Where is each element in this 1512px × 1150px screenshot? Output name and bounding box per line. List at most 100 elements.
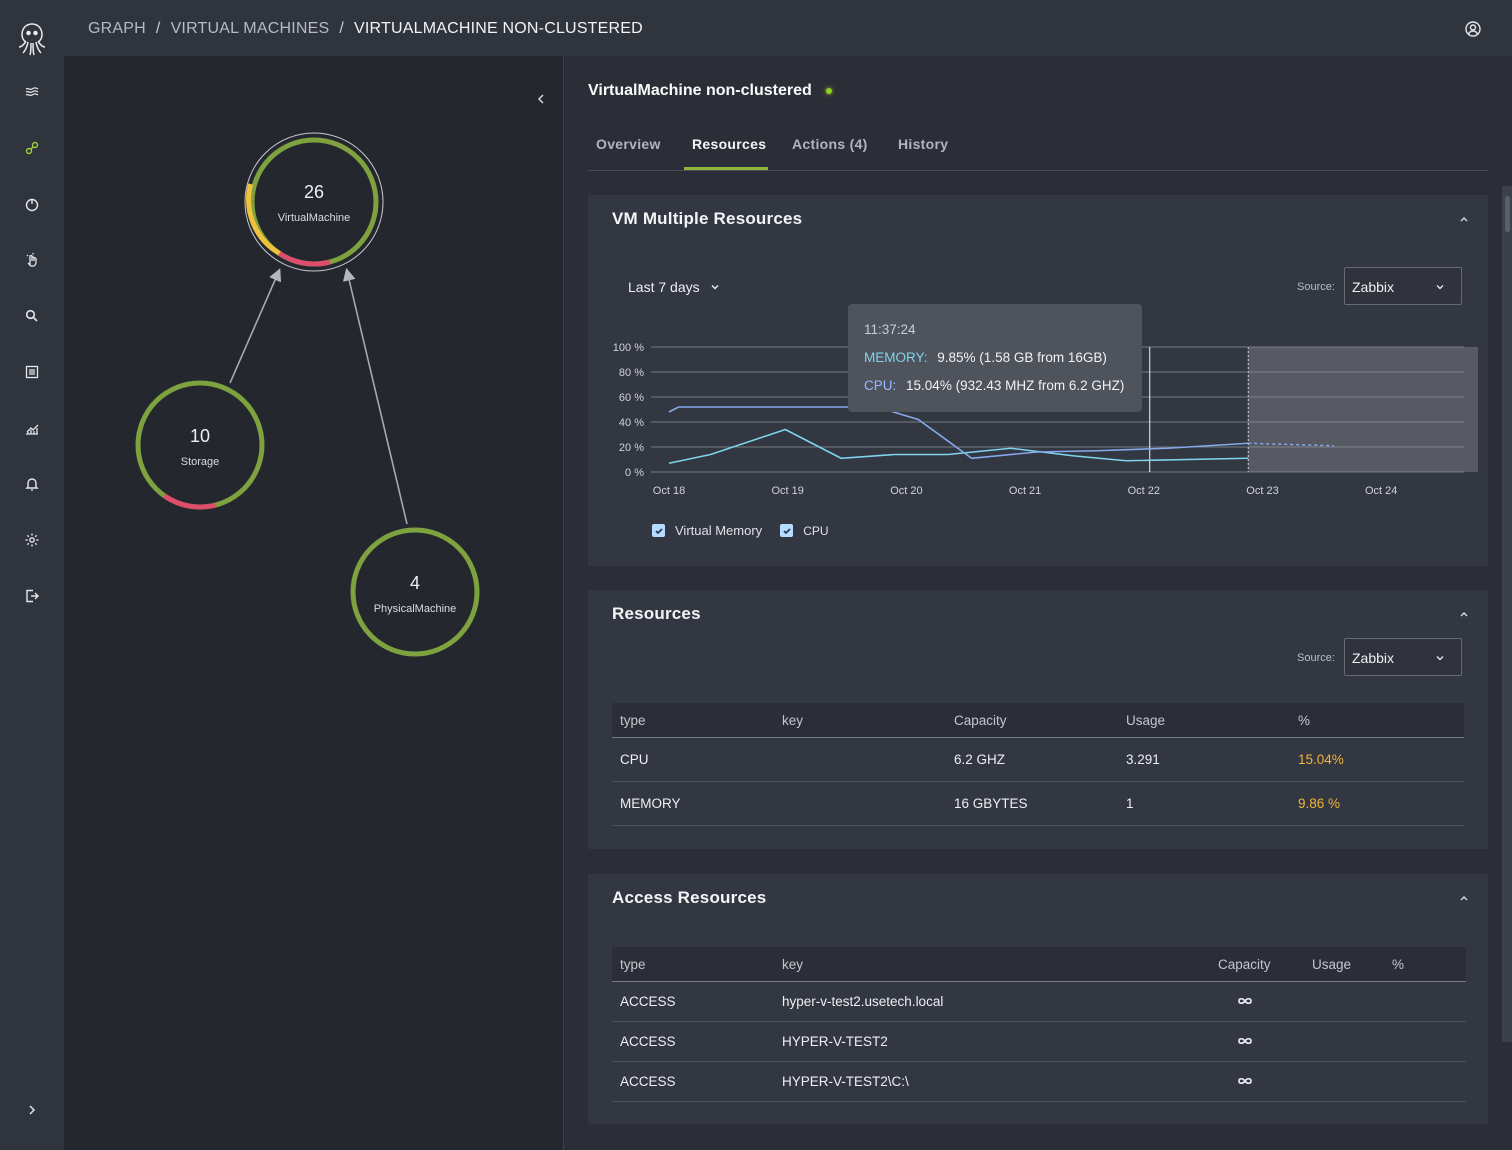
x-tick-label: Oct 18 <box>653 485 685 497</box>
forecast-region <box>1248 347 1478 472</box>
breadcrumb-virtual-machines[interactable]: VIRTUAL MACHINES <box>170 20 330 37</box>
resources-table: type key Capacity Usage % CPU 6.2 GHZ 3.… <box>612 703 1464 826</box>
card-title: Access Resources <box>612 888 767 907</box>
x-tick-label: Oct 21 <box>1009 485 1041 497</box>
graph-node-virtualmachine[interactable]: 26 VirtualMachine <box>244 132 384 272</box>
side-nav <box>0 0 64 1150</box>
legend-item-virtual-memory[interactable]: Virtual Memory <box>652 523 762 538</box>
panel-divider[interactable] <box>563 56 564 1150</box>
settings-icon[interactable] <box>20 528 44 552</box>
chevron-down-icon <box>711 285 719 290</box>
cell-key <box>774 737 946 782</box>
table-row[interactable]: MEMORY 16 GBYTES 1 9.86 % <box>612 781 1464 826</box>
breadcrumb: GRAPH / VIRTUAL MACHINES / VIRTUALMACHIN… <box>88 20 643 38</box>
y-tick-label: 80 % <box>619 367 644 379</box>
cell-type: ACCESS <box>612 981 774 1022</box>
x-tick-label: Oct 22 <box>1128 485 1160 497</box>
column-header-type[interactable]: type <box>612 703 774 738</box>
breadcrumb-graph[interactable]: GRAPH <box>88 20 146 37</box>
tab-actions[interactable]: Actions (4) <box>792 136 868 152</box>
table-row[interactable]: ACCESS HYPER-V-TEST2\C:\ <box>612 1061 1466 1102</box>
scrollbar-thumb[interactable] <box>1505 196 1510 232</box>
chevron-down-icon <box>1436 656 1444 661</box>
search-icon[interactable] <box>20 304 44 328</box>
node-label: Storage <box>181 456 220 468</box>
checkbox-checked-icon[interactable] <box>652 524 665 537</box>
detail-panel: VirtualMachine non-clustered Overview Re… <box>564 56 1512 1150</box>
column-header-capacity[interactable]: Capacity <box>1210 947 1304 982</box>
tab-bar: Overview Resources Actions (4) History <box>588 126 1488 171</box>
x-tick-label: Oct 19 <box>771 485 803 497</box>
tooltip-time: 11:37:24 <box>864 322 916 337</box>
card-title: VM Multiple Resources <box>612 209 803 228</box>
cell-usage: 3.291 <box>1118 737 1290 782</box>
tooltip-memory-row: MEMORY: 9.85% (1.58 GB from 16GB) <box>864 350 1107 365</box>
cell-type: CPU <box>612 737 774 782</box>
power-icon[interactable] <box>20 192 44 216</box>
graph-node-storage[interactable]: 10 Storage <box>135 380 265 510</box>
legend-item-cpu[interactable]: CPU <box>780 524 829 538</box>
card-title: Resources <box>612 604 701 623</box>
x-tick-label: Oct 20 <box>890 485 922 497</box>
graph-canvas: 26 VirtualMachine 10 Storage 4 PhysicalM… <box>135 132 480 657</box>
page-title: VirtualMachine non-clustered <box>588 82 832 100</box>
breadcrumb-current: VIRTUALMACHINE NON-CLUSTERED <box>354 20 643 37</box>
logout-icon[interactable] <box>20 584 44 608</box>
source-select[interactable]: Zabbix <box>1344 638 1462 676</box>
table-row[interactable]: ACCESS HYPER-V-TEST2 <box>612 1021 1466 1062</box>
relationship-graph-panel: 26 VirtualMachine 10 Storage 4 PhysicalM… <box>64 56 563 1150</box>
collapse-card-chevron-icon[interactable] <box>1458 608 1470 620</box>
octopus-logo-icon[interactable] <box>17 22 47 56</box>
tooltip-memory-label: MEMORY: <box>864 350 928 365</box>
actions-icon[interactable] <box>20 248 44 272</box>
graph-node-physicalmachine[interactable]: 4 PhysicalMachine <box>350 527 480 657</box>
graph-icon[interactable] <box>20 136 44 160</box>
alerts-icon[interactable] <box>20 472 44 496</box>
tooltip-cpu-value: 15.04% (932.43 MHZ from 6.2 GHZ) <box>906 378 1125 393</box>
expand-sidebar-chevron-icon[interactable] <box>22 1100 42 1120</box>
table-header-row: type key Capacity Usage % <box>612 703 1464 738</box>
analytics-icon[interactable] <box>20 416 44 440</box>
cell-usage <box>1304 1021 1384 1062</box>
chart-legend: Virtual Memory CPU <box>652 523 829 538</box>
column-header-usage[interactable]: Usage <box>1304 947 1384 982</box>
cell-percent: 9.86 % <box>1290 781 1464 826</box>
node-label: PhysicalMachine <box>374 603 457 615</box>
node-count: 4 <box>410 573 420 593</box>
series-line-virtual-memory <box>668 428 1249 465</box>
cell-percent: 15.04% <box>1290 737 1464 782</box>
table-row[interactable]: ACCESS hyper-v-test2.usetech.local <box>612 981 1466 1022</box>
collapse-panel-chevron-icon[interactable] <box>534 92 548 106</box>
legend-label: Virtual Memory <box>675 523 763 538</box>
table-row[interactable]: CPU 6.2 GHZ 3.291 15.04% <box>612 737 1464 782</box>
collapse-card-chevron-icon[interactable] <box>1458 213 1470 225</box>
column-header-percent[interactable]: % <box>1290 703 1464 738</box>
column-header-percent[interactable]: % <box>1384 947 1466 982</box>
period-dropdown[interactable]: Last 7 days <box>628 279 720 295</box>
cell-percent <box>1384 1061 1466 1102</box>
breadcrumb-separator: / <box>339 20 345 37</box>
checkbox-checked-icon[interactable] <box>780 524 794 537</box>
infinity-icon <box>1238 997 1252 1005</box>
cell-usage <box>1304 981 1384 1022</box>
column-header-capacity[interactable]: Capacity <box>946 703 1118 738</box>
tab-resources[interactable]: Resources <box>692 136 767 152</box>
inventory-icon[interactable] <box>20 80 44 104</box>
user-account-icon[interactable] <box>1464 20 1482 38</box>
reports-icon[interactable] <box>20 360 44 384</box>
node-count: 26 <box>304 182 324 202</box>
source-select[interactable]: Zabbix <box>1344 267 1462 305</box>
cell-type: MEMORY <box>612 781 774 826</box>
column-header-type[interactable]: type <box>612 947 774 982</box>
breadcrumb-separator: / <box>155 20 161 37</box>
cell-key <box>774 781 946 826</box>
column-header-usage[interactable]: Usage <box>1118 703 1290 738</box>
scrollbar[interactable] <box>1502 186 1512 1042</box>
tab-overview[interactable]: Overview <box>596 136 661 152</box>
column-header-key[interactable]: key <box>774 703 946 738</box>
collapse-card-chevron-icon[interactable] <box>1458 892 1470 904</box>
edge-storage-to-vm <box>229 268 282 384</box>
tab-history[interactable]: History <box>898 136 949 152</box>
column-header-key[interactable]: key <box>774 947 1210 982</box>
cell-key: hyper-v-test2.usetech.local <box>774 981 1210 1022</box>
